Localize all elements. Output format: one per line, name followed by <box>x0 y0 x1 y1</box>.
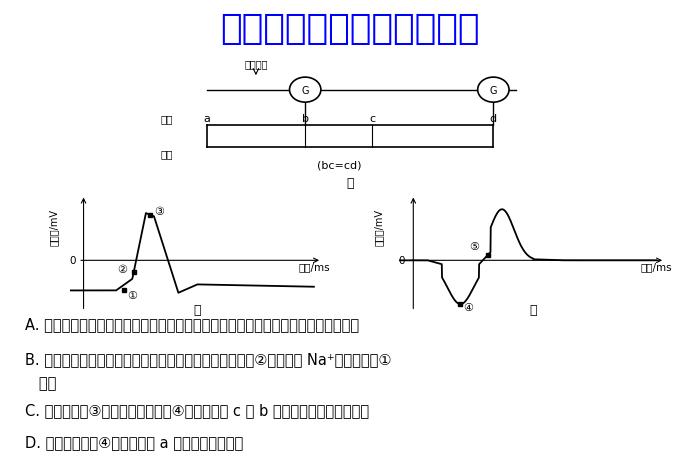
Text: 时间/ms: 时间/ms <box>640 261 672 271</box>
Circle shape <box>477 78 509 103</box>
Text: b: b <box>302 113 309 123</box>
Text: 膜电位/mV: 膜电位/mV <box>49 208 59 245</box>
Text: 微信公众号关注：趣找答案: 微信公众号关注：趣找答案 <box>220 12 480 46</box>
Text: 纤维: 纤维 <box>160 149 173 159</box>
Text: 神经: 神经 <box>160 114 173 124</box>
Text: 乙: 乙 <box>194 303 201 316</box>
Text: a: a <box>203 113 210 123</box>
Text: 时间/ms: 时间/ms <box>298 261 330 271</box>
Text: 甲: 甲 <box>346 177 354 190</box>
Text: B. 图乙曲线是一开始以膜外电势为０来测得膜内电势，且②点时膜外 Na⁺内流速率比①: B. 图乙曲线是一开始以膜外电势为０来测得膜内电势，且②点时膜外 Na⁺内流速率… <box>25 352 391 367</box>
Text: ④: ④ <box>463 303 473 313</box>
Text: C. 图乙曲线中③点对应图丙曲线中④点，兴奋从 c 到 b 点的传导过程不消耗能量: C. 图乙曲线中③点对应图丙曲线中④点，兴奋从 c 到 b 点的传导过程不消耗能… <box>25 402 369 417</box>
Circle shape <box>290 78 321 103</box>
Text: 膜电位/mV: 膜电位/mV <box>374 208 384 245</box>
Text: ②: ② <box>118 265 127 275</box>
Text: A. 由电流表１记录得到的电位变化曲线如图丙所示，说明电流表发生两次相反的偏转: A. 由电流表１记录得到的电位变化曲线如图丙所示，说明电流表发生两次相反的偏转 <box>25 316 358 331</box>
Text: 0: 0 <box>398 256 405 266</box>
Text: c: c <box>370 113 375 123</box>
Text: G: G <box>489 86 497 95</box>
Text: 适宜刺激: 适宜刺激 <box>244 59 267 69</box>
Text: d: d <box>490 113 497 123</box>
Text: 时大: 时大 <box>25 375 56 390</box>
Text: ③: ③ <box>154 206 164 216</box>
Text: G: G <box>302 86 309 95</box>
Text: D. 图丙曲线处于④点时，图甲 a 处正处于静息状态: D. 图丙曲线处于④点时，图甲 a 处正处于静息状态 <box>25 434 243 449</box>
Text: 丙: 丙 <box>530 303 537 316</box>
Text: ①: ① <box>127 290 137 300</box>
Text: (bc=cd): (bc=cd) <box>316 160 361 170</box>
Text: ⑤: ⑤ <box>470 241 480 251</box>
Text: 0: 0 <box>69 256 76 266</box>
